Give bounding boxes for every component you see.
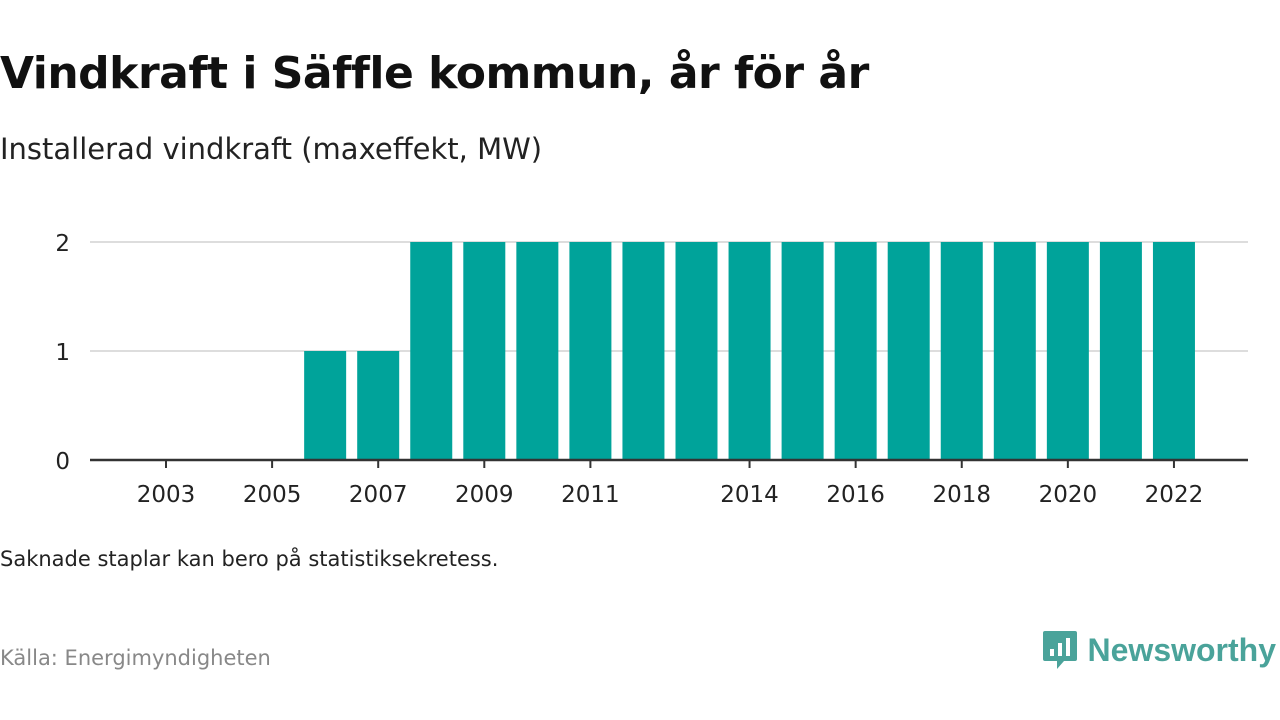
bar [940, 242, 983, 460]
bar [463, 242, 506, 460]
brand-logo: Newsworthy [1042, 628, 1276, 672]
bar [516, 242, 559, 460]
bar [410, 242, 453, 460]
bar [887, 242, 930, 460]
bar [728, 242, 771, 460]
bar [304, 351, 347, 460]
x-tick-label: 2022 [1145, 482, 1204, 508]
x-tick-label: 2016 [826, 482, 885, 508]
x-tick-label: 2018 [932, 482, 991, 508]
x-tick-label: 2011 [561, 482, 620, 508]
bar [1099, 242, 1142, 460]
source-label: Källa: Energimyndigheten [0, 646, 271, 670]
bar [622, 242, 665, 460]
x-tick-label: 2014 [720, 482, 779, 508]
axes: 0 1 2 2003 2005 2007 2009 2011 2014 2016 2018 2020 2… [55, 231, 1248, 508]
y-tick-label: 0 [55, 449, 70, 475]
x-tick-label: 2009 [455, 482, 514, 508]
bar-chart: 0 1 2 2003 2005 2007 2009 2011 2014 2016 2018 2020 2… [55, 231, 1248, 508]
bar [1046, 242, 1089, 460]
chart-note: Saknade staplar kan bero på statistiksek… [0, 547, 499, 571]
x-tick-label: 2005 [243, 482, 302, 508]
x-tick-label: 2007 [349, 482, 408, 508]
chart-title: Vindkraft i Säffle kommun, år för år [0, 48, 869, 99]
x-tick-label: 2003 [137, 482, 196, 508]
brand-name: Newsworthy [1087, 631, 1276, 668]
bar [993, 242, 1036, 460]
bar [1152, 242, 1195, 460]
chart-subtitle: Installerad vindkraft (maxeffekt, MW) [0, 132, 543, 166]
bar [834, 242, 877, 460]
bar [357, 351, 400, 460]
bar [781, 242, 824, 460]
bar [569, 242, 612, 460]
bars [304, 242, 1195, 460]
y-tick-label: 1 [55, 340, 70, 366]
y-tick-label: 2 [55, 231, 70, 257]
newsworthy-logo-icon [1042, 631, 1077, 669]
x-tick-label: 2020 [1039, 482, 1098, 508]
bar [675, 242, 718, 460]
